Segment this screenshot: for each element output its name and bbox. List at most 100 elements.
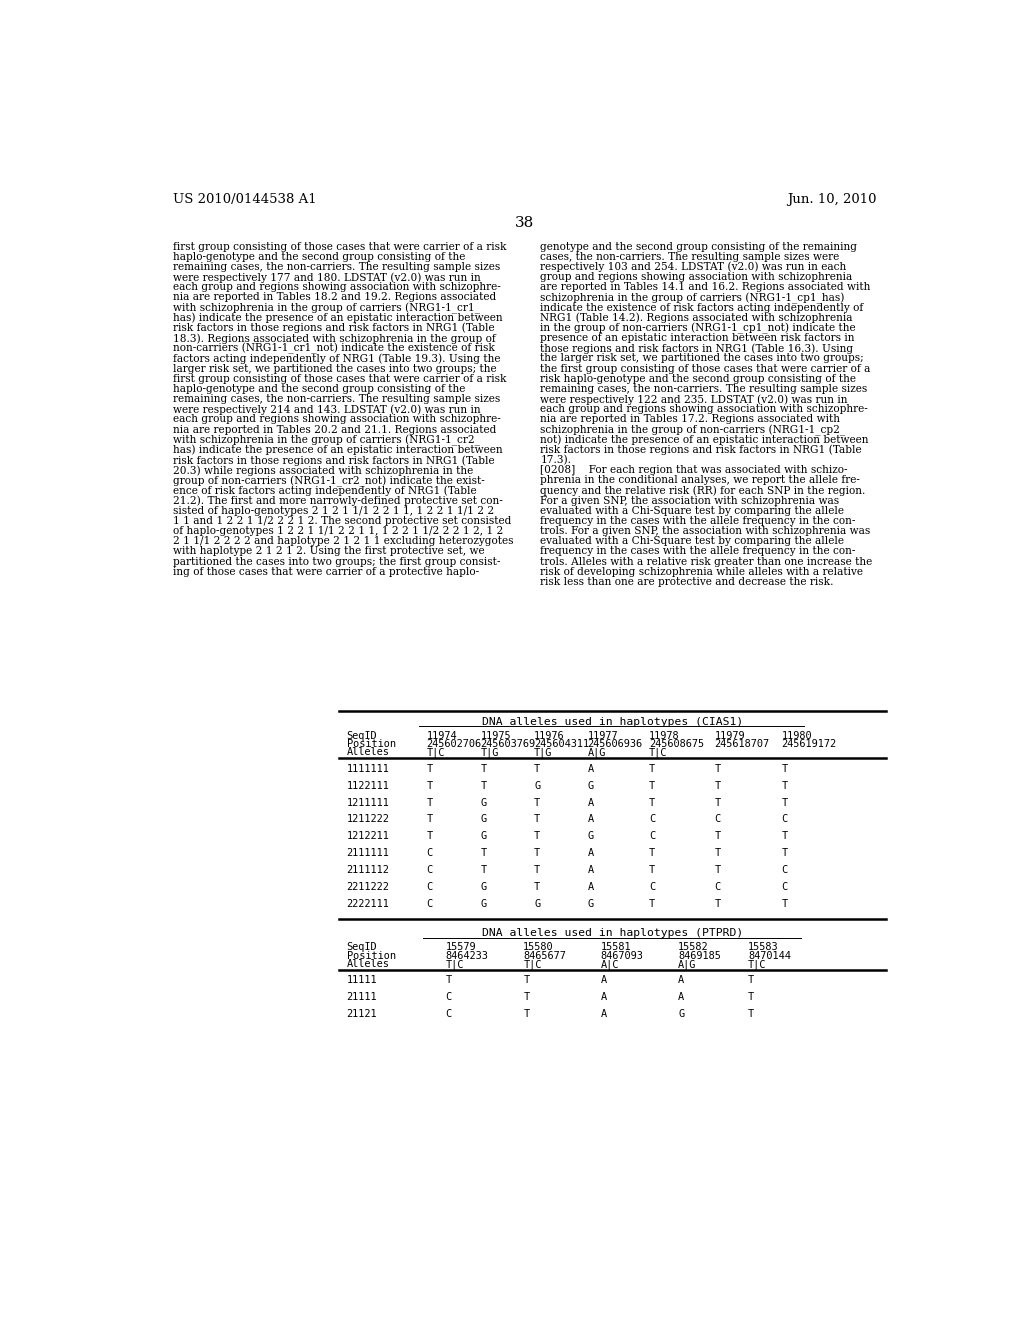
Text: evaluated with a Chi-Square test by comparing the allele: evaluated with a Chi-Square test by comp… (541, 536, 845, 546)
Text: T|C: T|C (649, 747, 668, 758)
Text: 11980: 11980 (781, 730, 812, 741)
Text: T: T (748, 975, 754, 985)
Text: those regions and risk factors in NRG1 (Table 16.3). Using: those regions and risk factors in NRG1 (… (541, 343, 853, 354)
Text: T: T (426, 832, 432, 841)
Text: 11978: 11978 (649, 730, 680, 741)
Text: G: G (535, 899, 541, 909)
Text: 1211222: 1211222 (346, 814, 389, 825)
Text: were respectively 122 and 235. LDSTAT (v2.0) was run in: were respectively 122 and 235. LDSTAT (v… (541, 395, 848, 405)
Text: factors acting independently of NRG1 (Table 19.3). Using the: factors acting independently of NRG1 (Ta… (173, 354, 501, 364)
Text: 15579: 15579 (445, 942, 476, 952)
Text: 8464233: 8464233 (445, 950, 488, 961)
Text: 11975: 11975 (480, 730, 511, 741)
Text: C: C (781, 866, 787, 875)
Text: sisted of haplo-genotypes 2 1 2 1 1/1 2 2 1 1, 1 2 2 1 1/1 2 2: sisted of haplo-genotypes 2 1 2 1 1/1 2 … (173, 506, 494, 516)
Text: were respectively 214 and 143. LDSTAT (v2.0) was run in: were respectively 214 and 143. LDSTAT (v… (173, 404, 480, 414)
Text: has) indicate the presence of an epistatic interaction between: has) indicate the presence of an epistat… (173, 313, 503, 323)
Text: 11976: 11976 (535, 730, 564, 741)
Text: T: T (781, 763, 787, 774)
Text: larger risk set, we partitioned the cases into two groups; the: larger risk set, we partitioned the case… (173, 363, 497, 374)
Text: US 2010/0144538 A1: US 2010/0144538 A1 (173, 193, 316, 206)
Text: C: C (426, 899, 432, 909)
Text: were respectively 177 and 180. LDSTAT (v2.0) was run in: were respectively 177 and 180. LDSTAT (v… (173, 272, 480, 282)
Text: [0208]    For each region that was associated with schizo-: [0208] For each region that was associat… (541, 465, 848, 475)
Text: 245603769: 245603769 (480, 739, 536, 748)
Text: DNA alleles used in haplotypes (CIAS1): DNA alleles used in haplotypes (CIAS1) (481, 717, 743, 726)
Text: Alleles: Alleles (346, 747, 389, 758)
Text: G: G (480, 832, 486, 841)
Text: G: G (678, 1010, 684, 1019)
Text: A: A (678, 975, 684, 985)
Text: T: T (715, 849, 721, 858)
Text: A: A (601, 1010, 607, 1019)
Text: T|C: T|C (426, 747, 444, 758)
Text: frequency in the cases with the allele frequency in the con-: frequency in the cases with the allele f… (541, 546, 856, 557)
Text: T|G: T|G (535, 747, 553, 758)
Text: T: T (480, 866, 486, 875)
Text: T: T (535, 763, 541, 774)
Text: 245604311: 245604311 (535, 739, 589, 748)
Text: haplo-genotype and the second group consisting of the: haplo-genotype and the second group cons… (173, 252, 465, 261)
Text: remaining cases, the non-carriers. The resulting sample sizes: remaining cases, the non-carriers. The r… (173, 261, 500, 272)
Text: 245618707: 245618707 (715, 739, 770, 748)
Text: 1 1 and 1 2 2 1 1/2 2 2 1 2. The second protective set consisted: 1 1 and 1 2 2 1 1/2 2 2 1 2. The second … (173, 516, 511, 525)
Text: each group and regions showing association with schizophre-: each group and regions showing associati… (173, 282, 501, 292)
Text: DNA alleles used in haplotypes (PTPRD): DNA alleles used in haplotypes (PTPRD) (481, 928, 743, 939)
Text: 245619172: 245619172 (781, 739, 837, 748)
Text: T: T (445, 975, 452, 985)
Text: A: A (601, 993, 607, 1002)
Text: G: G (588, 899, 594, 909)
Text: each group and regions showing association with schizophre-: each group and regions showing associati… (173, 414, 501, 424)
Text: C: C (445, 993, 452, 1002)
Text: T: T (649, 780, 655, 791)
Text: of haplo-genotypes 1 2 2 1 1/1 2 2 1 1, 1 2 2 1 1/2 2 2 1 2, 1 2: of haplo-genotypes 1 2 2 1 1/1 2 2 1 1, … (173, 527, 503, 536)
Text: T: T (649, 866, 655, 875)
Text: nia are reported in Tables 18.2 and 19.2. Regions associated: nia are reported in Tables 18.2 and 19.2… (173, 293, 497, 302)
Text: G: G (588, 832, 594, 841)
Text: A|G: A|G (588, 747, 606, 758)
Text: 17.3).: 17.3). (541, 455, 571, 466)
Text: 245602706: 245602706 (426, 739, 481, 748)
Text: T: T (426, 814, 432, 825)
Text: evaluated with a Chi-Square test by comparing the allele: evaluated with a Chi-Square test by comp… (541, 506, 845, 516)
Text: A: A (588, 866, 594, 875)
Text: C: C (649, 882, 655, 892)
Text: 38: 38 (515, 216, 535, 230)
Text: risk less than one are protective and decrease the risk.: risk less than one are protective and de… (541, 577, 834, 587)
Text: T: T (781, 899, 787, 909)
Text: T: T (480, 780, 486, 791)
Text: in the group of non-carriers (NRG1-1_cp1_not) indicate the: in the group of non-carriers (NRG1-1_cp1… (541, 323, 856, 334)
Text: T: T (715, 780, 721, 791)
Text: first group consisting of those cases that were carrier of a risk: first group consisting of those cases th… (173, 374, 507, 384)
Text: T: T (480, 849, 486, 858)
Text: haplo-genotype and the second group consisting of the: haplo-genotype and the second group cons… (173, 384, 465, 393)
Text: T: T (649, 849, 655, 858)
Text: group and regions showing association with schizophrenia: group and regions showing association wi… (541, 272, 853, 282)
Text: C: C (649, 814, 655, 825)
Text: A: A (678, 993, 684, 1002)
Text: frequency in the cases with the allele frequency in the con-: frequency in the cases with the allele f… (541, 516, 856, 525)
Text: 2111112: 2111112 (346, 866, 389, 875)
Text: T: T (535, 832, 541, 841)
Text: 1211111: 1211111 (346, 797, 389, 808)
Text: T: T (649, 899, 655, 909)
Text: 2211222: 2211222 (346, 882, 389, 892)
Text: T: T (426, 780, 432, 791)
Text: T: T (426, 797, 432, 808)
Text: each group and regions showing association with schizophre-: each group and regions showing associati… (541, 404, 868, 414)
Text: Position: Position (346, 739, 395, 748)
Text: C: C (426, 849, 432, 858)
Text: T: T (535, 882, 541, 892)
Text: T|C: T|C (445, 960, 464, 970)
Text: T: T (535, 814, 541, 825)
Text: ing of those cases that were carrier of a protective haplo-: ing of those cases that were carrier of … (173, 566, 479, 577)
Text: A|C: A|C (601, 960, 620, 970)
Text: not) indicate the presence of an epistatic interaction between: not) indicate the presence of an epistat… (541, 434, 868, 445)
Text: 21.2). The first and more narrowly-defined protective set con-: 21.2). The first and more narrowly-defin… (173, 496, 503, 507)
Text: the first group consisting of those cases that were carrier of a: the first group consisting of those case… (541, 363, 870, 374)
Text: 11111: 11111 (346, 975, 377, 985)
Text: schizophrenia in the group of non-carriers (NRG1-1_cp2_: schizophrenia in the group of non-carrie… (541, 425, 846, 436)
Text: with haplotype 2 1 2 1 2. Using the first protective set, we: with haplotype 2 1 2 1 2. Using the firs… (173, 546, 484, 557)
Text: 8469185: 8469185 (678, 950, 721, 961)
Text: 21121: 21121 (346, 1010, 377, 1019)
